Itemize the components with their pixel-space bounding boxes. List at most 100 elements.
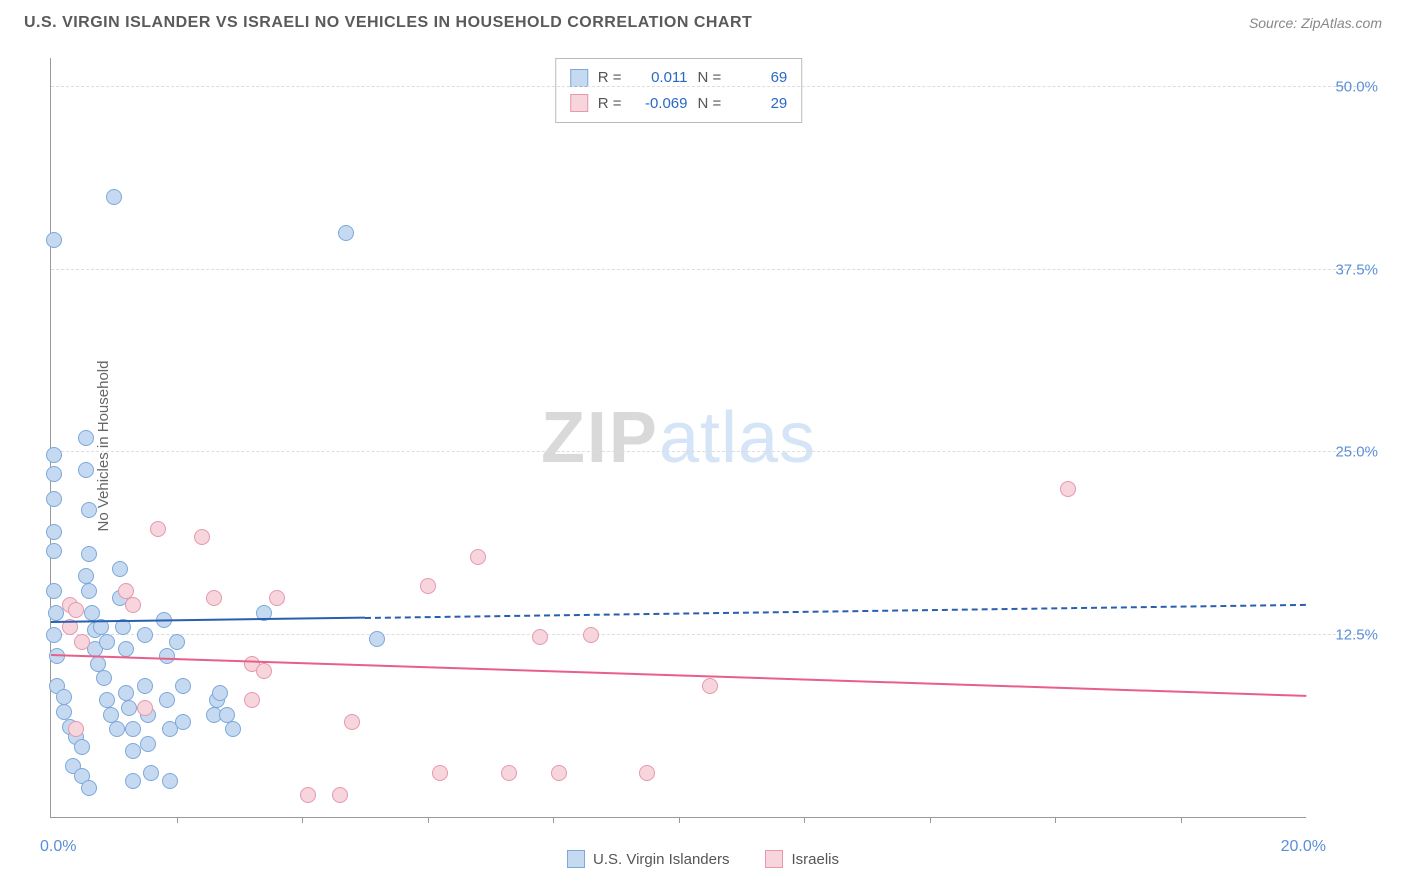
data-point [68,721,84,737]
data-point [46,543,62,559]
data-point [81,583,97,599]
data-point [103,707,119,723]
y-tick-label: 50.0% [1335,79,1378,96]
data-point [159,648,175,664]
data-point [225,721,241,737]
swatch-series1-b [567,850,585,868]
data-point [46,447,62,463]
data-point [81,502,97,518]
data-point [49,648,65,664]
data-point [78,568,94,584]
data-point [300,787,316,803]
data-point [46,466,62,482]
data-point [106,189,122,205]
x-tick-mark [177,817,178,823]
data-point [118,685,134,701]
data-point [118,583,134,599]
data-point [99,692,115,708]
data-point [56,704,72,720]
data-point [470,549,486,565]
gridline [51,269,1366,270]
data-point [702,678,718,694]
data-point [125,773,141,789]
data-point [78,462,94,478]
gridline [51,451,1366,452]
data-point [175,714,191,730]
y-tick-label: 12.5% [1335,626,1378,643]
trendline-dashed [365,604,1306,619]
data-point [99,634,115,650]
data-point [212,685,228,701]
data-point [121,700,137,716]
legend-item-2: Israelis [765,850,839,868]
data-point [219,707,235,723]
data-point [74,739,90,755]
data-point [74,634,90,650]
x-tick-mark [679,817,680,823]
x-tick-mark [804,817,805,823]
data-point [1060,481,1076,497]
scatter-plot: ZIPatlas R = 0.011 N = 69 R = -0.069 N =… [50,58,1306,818]
swatch-series2-b [765,850,783,868]
data-point [551,765,567,781]
data-point [81,546,97,562]
data-point [150,521,166,537]
data-point [125,721,141,737]
data-point [169,634,185,650]
data-point [137,700,153,716]
data-point [244,692,260,708]
data-point [175,678,191,694]
correlation-legend: R = 0.011 N = 69 R = -0.069 N = 29 [555,58,803,123]
data-point [137,627,153,643]
data-point [256,663,272,679]
data-point [118,641,134,657]
data-point [46,583,62,599]
data-point [269,590,285,606]
y-tick-label: 25.0% [1335,444,1378,461]
data-point [162,773,178,789]
swatch-series1 [570,69,588,87]
data-point [143,765,159,781]
gridline [51,634,1366,635]
n-value-2: 29 [731,91,787,117]
x-tick-mark [1055,817,1056,823]
data-point [125,743,141,759]
data-point [159,692,175,708]
x-tick-mark [302,817,303,823]
data-point [332,787,348,803]
x-tick-mark [428,817,429,823]
data-point [84,605,100,621]
watermark: ZIPatlas [541,397,816,479]
data-point [369,631,385,647]
r-value-2: -0.069 [632,91,688,117]
data-point [338,225,354,241]
y-tick-label: 37.5% [1335,261,1378,278]
corr-row-series2: R = -0.069 N = 29 [570,91,788,117]
data-point [109,721,125,737]
data-point [96,670,112,686]
data-point [46,232,62,248]
gridline [51,86,1366,87]
data-point [56,689,72,705]
data-point [432,765,448,781]
swatch-series2 [570,94,588,112]
trendline-solid [51,654,1306,697]
data-point [81,780,97,796]
data-point [420,578,436,594]
x-tick-mark [553,817,554,823]
data-point [639,765,655,781]
data-point [68,602,84,618]
data-point [583,627,599,643]
data-point [112,561,128,577]
data-point [90,656,106,672]
data-point [194,529,210,545]
data-point [137,678,153,694]
data-point [46,491,62,507]
data-point [206,590,222,606]
data-point [125,597,141,613]
source-label: Source: ZipAtlas.com [1249,15,1382,31]
data-point [46,524,62,540]
data-point [532,629,548,645]
legend-item-1: U.S. Virgin Islanders [567,850,729,868]
x-tick-mark [930,817,931,823]
